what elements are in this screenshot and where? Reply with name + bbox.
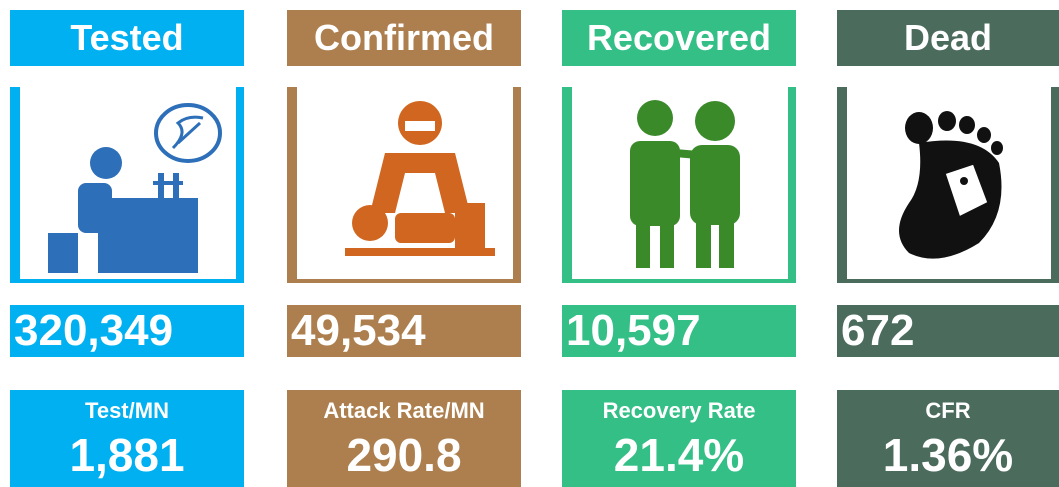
card: Dead 672 CFR 1.36% — [837, 0, 1059, 487]
metric-value: 21.4% — [613, 429, 745, 481]
icon-tested — [48, 103, 222, 273]
metric-label: CFR — [925, 398, 971, 423]
icon-frame — [10, 87, 244, 283]
card: Recovered 10,597 Recovery Rate 21.4% — [562, 0, 796, 487]
metric-value: 290.8 — [346, 429, 462, 481]
icon-confirmed — [345, 101, 495, 256]
count: 49,534 — [287, 305, 521, 357]
card-title: Dead — [837, 10, 1059, 66]
icon-frame — [287, 87, 521, 283]
metric-box: Attack Rate/MN 290.8 — [287, 390, 521, 487]
icon-recovered — [630, 100, 740, 268]
metric-box: CFR 1.36% — [837, 390, 1059, 487]
metric-box: Recovery Rate 21.4% — [562, 390, 796, 487]
count: 672 — [837, 305, 1059, 357]
metric-label: Test/MN — [85, 398, 169, 423]
count: 320,349 — [10, 305, 244, 357]
count: 10,597 — [562, 305, 796, 357]
card: Confirmed 49,534 Attack Rate/MN 290.8 — [287, 0, 521, 487]
metric-value: 1,881 — [69, 429, 185, 481]
icon-dead — [899, 111, 1003, 259]
card-title: Confirmed — [287, 10, 521, 66]
metric-label: Recovery Rate — [602, 398, 756, 423]
metric-box: Test/MN 1,881 — [10, 390, 244, 487]
metric-label: Attack Rate/MN — [323, 398, 485, 423]
card: Tested 320,349 Test/MN 1,881 — [10, 0, 244, 487]
icon-frame — [837, 87, 1059, 283]
card-title: Recovered — [562, 10, 796, 66]
card-title: Tested — [10, 10, 244, 66]
icon-frame — [562, 87, 796, 283]
metric-value: 1.36% — [882, 429, 1014, 481]
